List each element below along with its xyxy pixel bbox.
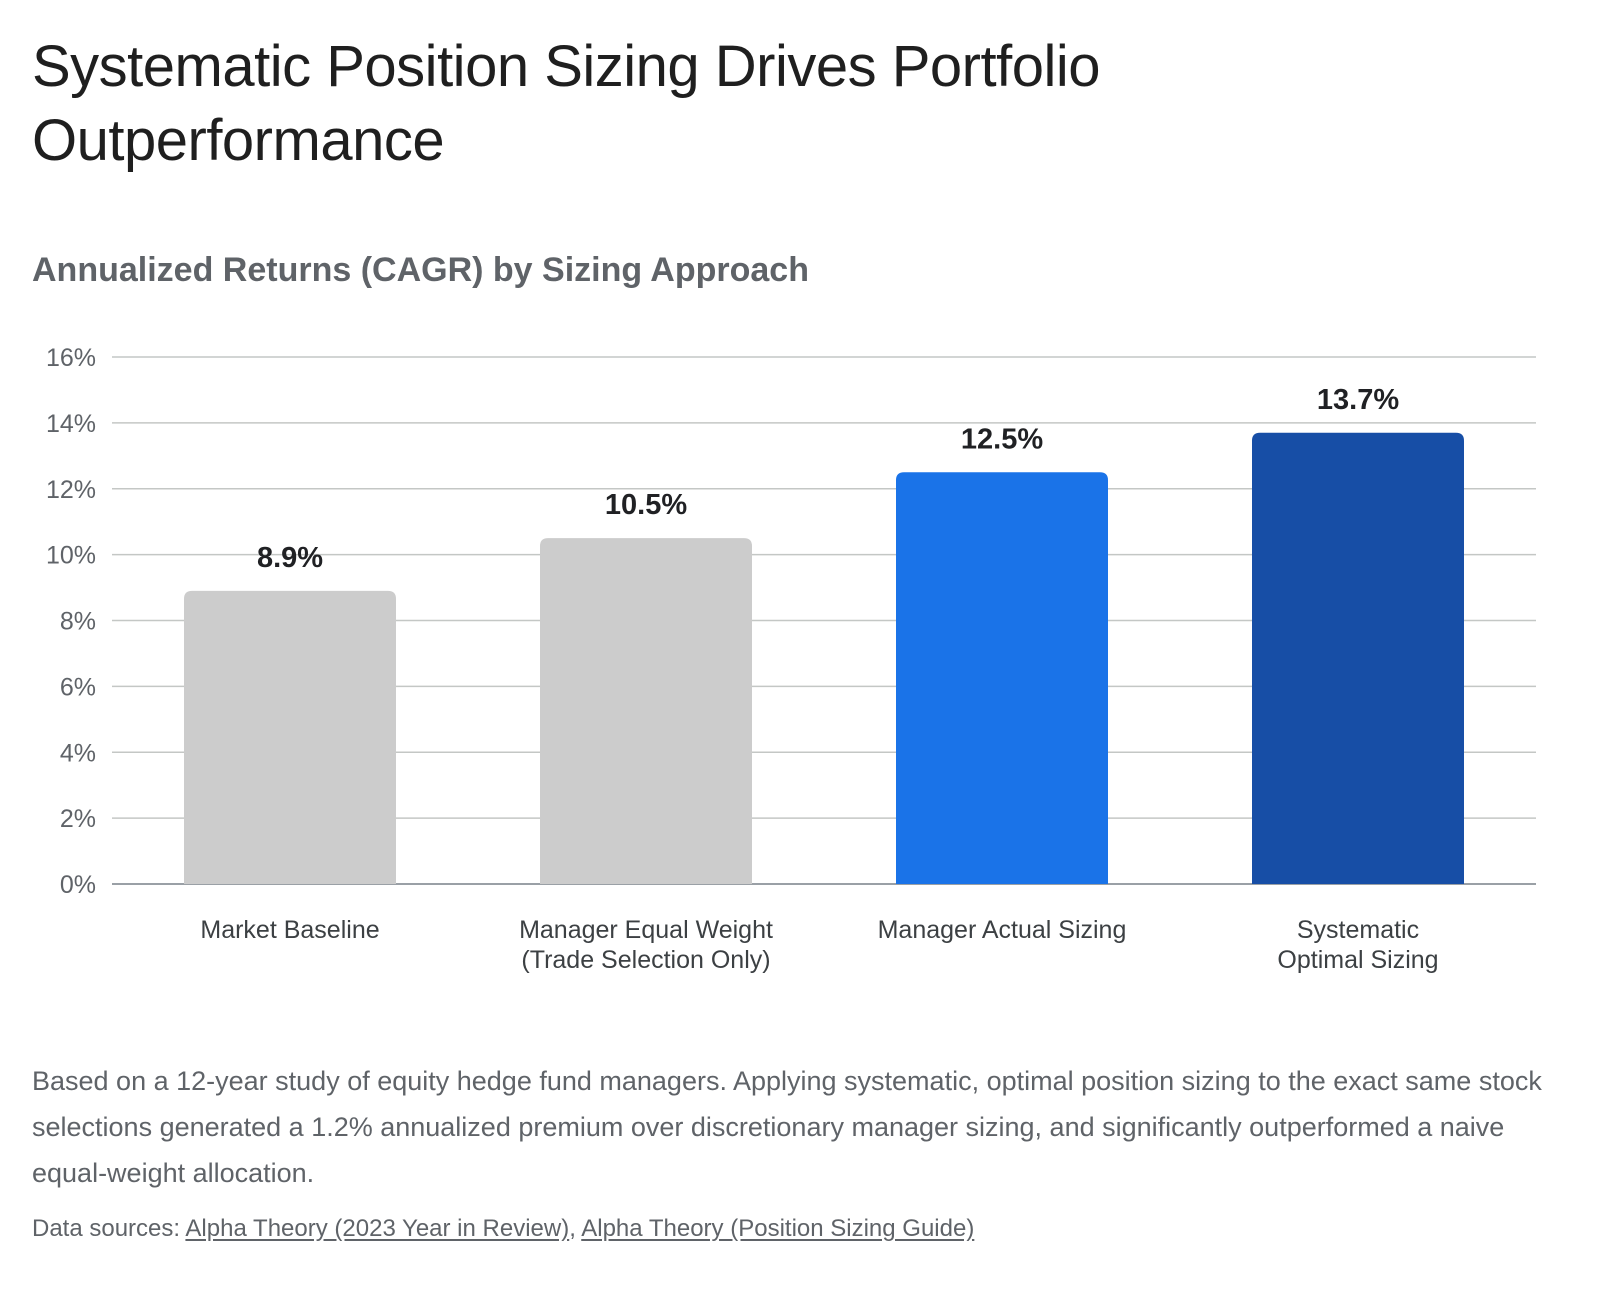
bar <box>184 590 396 884</box>
chart-description: Based on a 12-year study of equity hedge… <box>32 1066 1542 1188</box>
data-sources: Data sources: Alpha Theory (2023 Year in… <box>32 1212 974 1246</box>
sources-prefix: Data sources: <box>32 1215 181 1242</box>
y-tick-label: 4% <box>60 739 96 767</box>
x-tick-label: Systematic Optimal Sizing <box>1277 916 1438 974</box>
bar-chart: 0% 2% 4% 6% 8% 10% 12% 14% 16% 8.9% Market Baselin… <box>46 344 1536 974</box>
y-tick-label: 0% <box>60 871 96 899</box>
data-label: 12.5% <box>961 423 1043 455</box>
y-tick-label: 6% <box>60 673 96 701</box>
y-tick-label: 14% <box>46 410 96 438</box>
y-tick-label: 10% <box>46 542 96 570</box>
data-label: 8.9% <box>257 542 323 574</box>
y-tick-label: 2% <box>60 805 96 833</box>
source-link-position-sizing-guide[interactable]: Alpha Theory (Position Sizing Guide) <box>581 1215 975 1242</box>
x-tick-label: Market Baseline <box>200 916 379 944</box>
bar <box>540 538 752 884</box>
y-tick-label: 12% <box>46 476 96 504</box>
sources-separator: , <box>569 1215 576 1242</box>
y-tick-label: 16% <box>46 344 96 372</box>
x-tick-label: Manager Equal Weight (Trade Selection Onl… <box>519 916 773 974</box>
source-link-year-in-review[interactable]: Alpha Theory (2023 Year in Review) <box>185 1215 570 1242</box>
chart-title: Systematic Position Sizing Drives Portfo… <box>32 34 1101 173</box>
y-tick-label: 8% <box>60 608 96 636</box>
bar <box>1252 432 1464 884</box>
data-label: 13.7% <box>1317 384 1399 416</box>
bar <box>896 472 1108 884</box>
x-tick-label: Manager Actual Sizing <box>878 916 1127 944</box>
data-label: 10.5% <box>605 489 687 521</box>
chart-subtitle: Annualized Returns (CAGR) by Sizing Appr… <box>32 251 809 289</box>
